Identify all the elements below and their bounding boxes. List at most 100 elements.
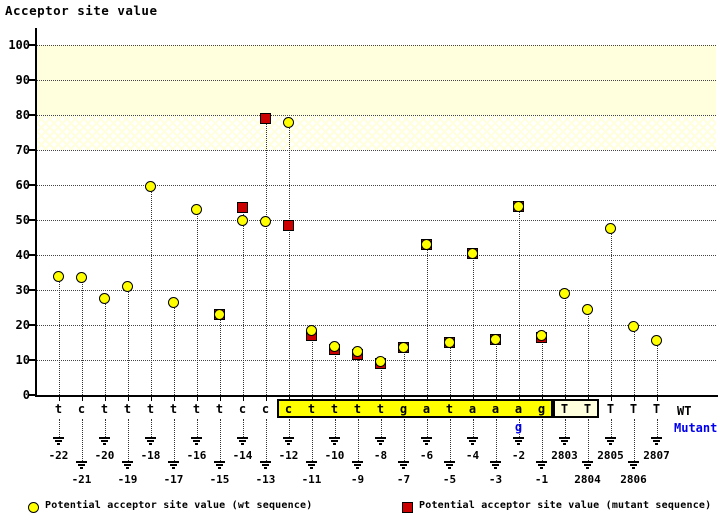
position-label--4: -4 [465, 449, 480, 462]
base-letter--9: t [353, 402, 362, 416]
position-label--6: -6 [419, 449, 434, 462]
y-tick [28, 394, 35, 396]
wt-point-2803 [559, 288, 570, 299]
down-arrow-icon [448, 467, 451, 469]
position-pointer-line [173, 419, 175, 461]
gridline-50 [37, 219, 716, 221]
y-tick [28, 359, 35, 361]
position-label-2806: 2806 [620, 473, 647, 486]
position-pointer-line [495, 419, 497, 461]
stem--4 [472, 253, 474, 395]
position-label--21: -21 [71, 473, 92, 486]
position-pointer-line [587, 419, 589, 461]
down-arrow-icon [540, 467, 543, 469]
stem--12 [288, 122, 290, 395]
base-letter-2805: T [606, 402, 615, 416]
y-tick-label: 50 [15, 213, 30, 227]
position-pointer-line [58, 419, 60, 437]
position-pointer-line [564, 419, 566, 437]
down-arrow-icon [172, 467, 175, 469]
base-letter--15: t [215, 402, 224, 416]
position-label--22: -22 [48, 449, 69, 462]
position-pointer-line [104, 419, 106, 437]
down-arrow-icon [377, 440, 384, 442]
down-arrow-icon [78, 464, 85, 466]
down-arrow-icon [216, 464, 223, 466]
position-label--15: -15 [209, 473, 230, 486]
down-arrow-icon [513, 437, 524, 439]
wt-point--9 [352, 345, 363, 357]
down-arrow-icon [515, 440, 522, 442]
down-arrow-icon [630, 464, 637, 466]
down-arrow-icon [632, 467, 635, 469]
down-arrow-icon [469, 440, 476, 442]
down-arrow-icon [145, 437, 156, 439]
wt-point--7 [398, 342, 409, 354]
x-axis-line [35, 395, 718, 397]
down-arrow-icon [170, 464, 177, 466]
down-arrow-icon [586, 467, 589, 469]
position-pointer-line [472, 419, 474, 437]
position-label--5: -5 [442, 473, 457, 486]
position-pointer-line [81, 419, 83, 461]
stem--7 [403, 347, 405, 395]
position-label--13: -13 [255, 473, 276, 486]
position-label--18: -18 [140, 449, 161, 462]
down-arrow-icon [147, 440, 154, 442]
x-tick [127, 397, 129, 401]
x-tick [58, 397, 60, 401]
wt-point--19 [122, 281, 133, 292]
base-letter--12: c [284, 402, 293, 416]
legend-mutant-label: Potential acceptor site value (mutant se… [419, 500, 712, 511]
down-arrow-icon [400, 464, 407, 466]
x-tick [242, 397, 244, 401]
position-label--9: -9 [350, 473, 365, 486]
down-arrow-icon [101, 440, 108, 442]
down-arrow-icon [306, 461, 317, 463]
down-arrow-icon [605, 437, 616, 439]
y-tick-label: 30 [15, 283, 30, 297]
position-label--8: -8 [373, 449, 388, 462]
down-arrow-icon [356, 467, 359, 469]
down-arrow-icon [329, 437, 340, 439]
mutant-row-label: Mutant [674, 421, 718, 435]
base-letter--2: a [514, 402, 523, 416]
wt-point--1 [536, 330, 547, 341]
stem--5 [449, 342, 451, 395]
stem--18 [150, 186, 152, 395]
position-pointer-line [518, 419, 520, 437]
position-label--19: -19 [117, 473, 138, 486]
wt-point--4 [467, 247, 478, 259]
wt-point--21 [76, 272, 87, 284]
wt-point--16 [191, 204, 202, 215]
down-arrow-icon [398, 461, 409, 463]
y-tick [28, 79, 35, 81]
down-arrow-icon [55, 440, 62, 442]
down-arrow-icon [653, 440, 660, 442]
y-tick [28, 184, 35, 186]
position-pointer-line [380, 419, 382, 437]
base-letter--7: g [399, 402, 408, 416]
down-arrow-icon [354, 464, 361, 466]
y-tick-label: 20 [15, 318, 30, 332]
wt-row-label: WT [677, 404, 692, 418]
down-arrow-icon [262, 464, 269, 466]
position-pointer-line [334, 419, 336, 437]
down-arrow-icon [122, 461, 133, 463]
y-tick-label: 70 [15, 143, 30, 157]
base-letter--5: t [445, 402, 454, 416]
position-pointer-line [150, 419, 152, 437]
down-arrow-icon [241, 443, 244, 445]
position-pointer-line [656, 419, 658, 437]
down-arrow-icon [53, 437, 64, 439]
wt-point--17 [168, 296, 179, 308]
position-pointer-line [196, 419, 198, 437]
position-label--12: -12 [278, 449, 299, 462]
base-letter--10: t [330, 402, 339, 416]
x-tick [219, 397, 221, 401]
down-arrow-icon [239, 440, 246, 442]
stem--8 [380, 361, 382, 395]
down-arrow-icon [446, 464, 453, 466]
x-tick [656, 397, 658, 401]
exon-start-box [553, 399, 599, 418]
